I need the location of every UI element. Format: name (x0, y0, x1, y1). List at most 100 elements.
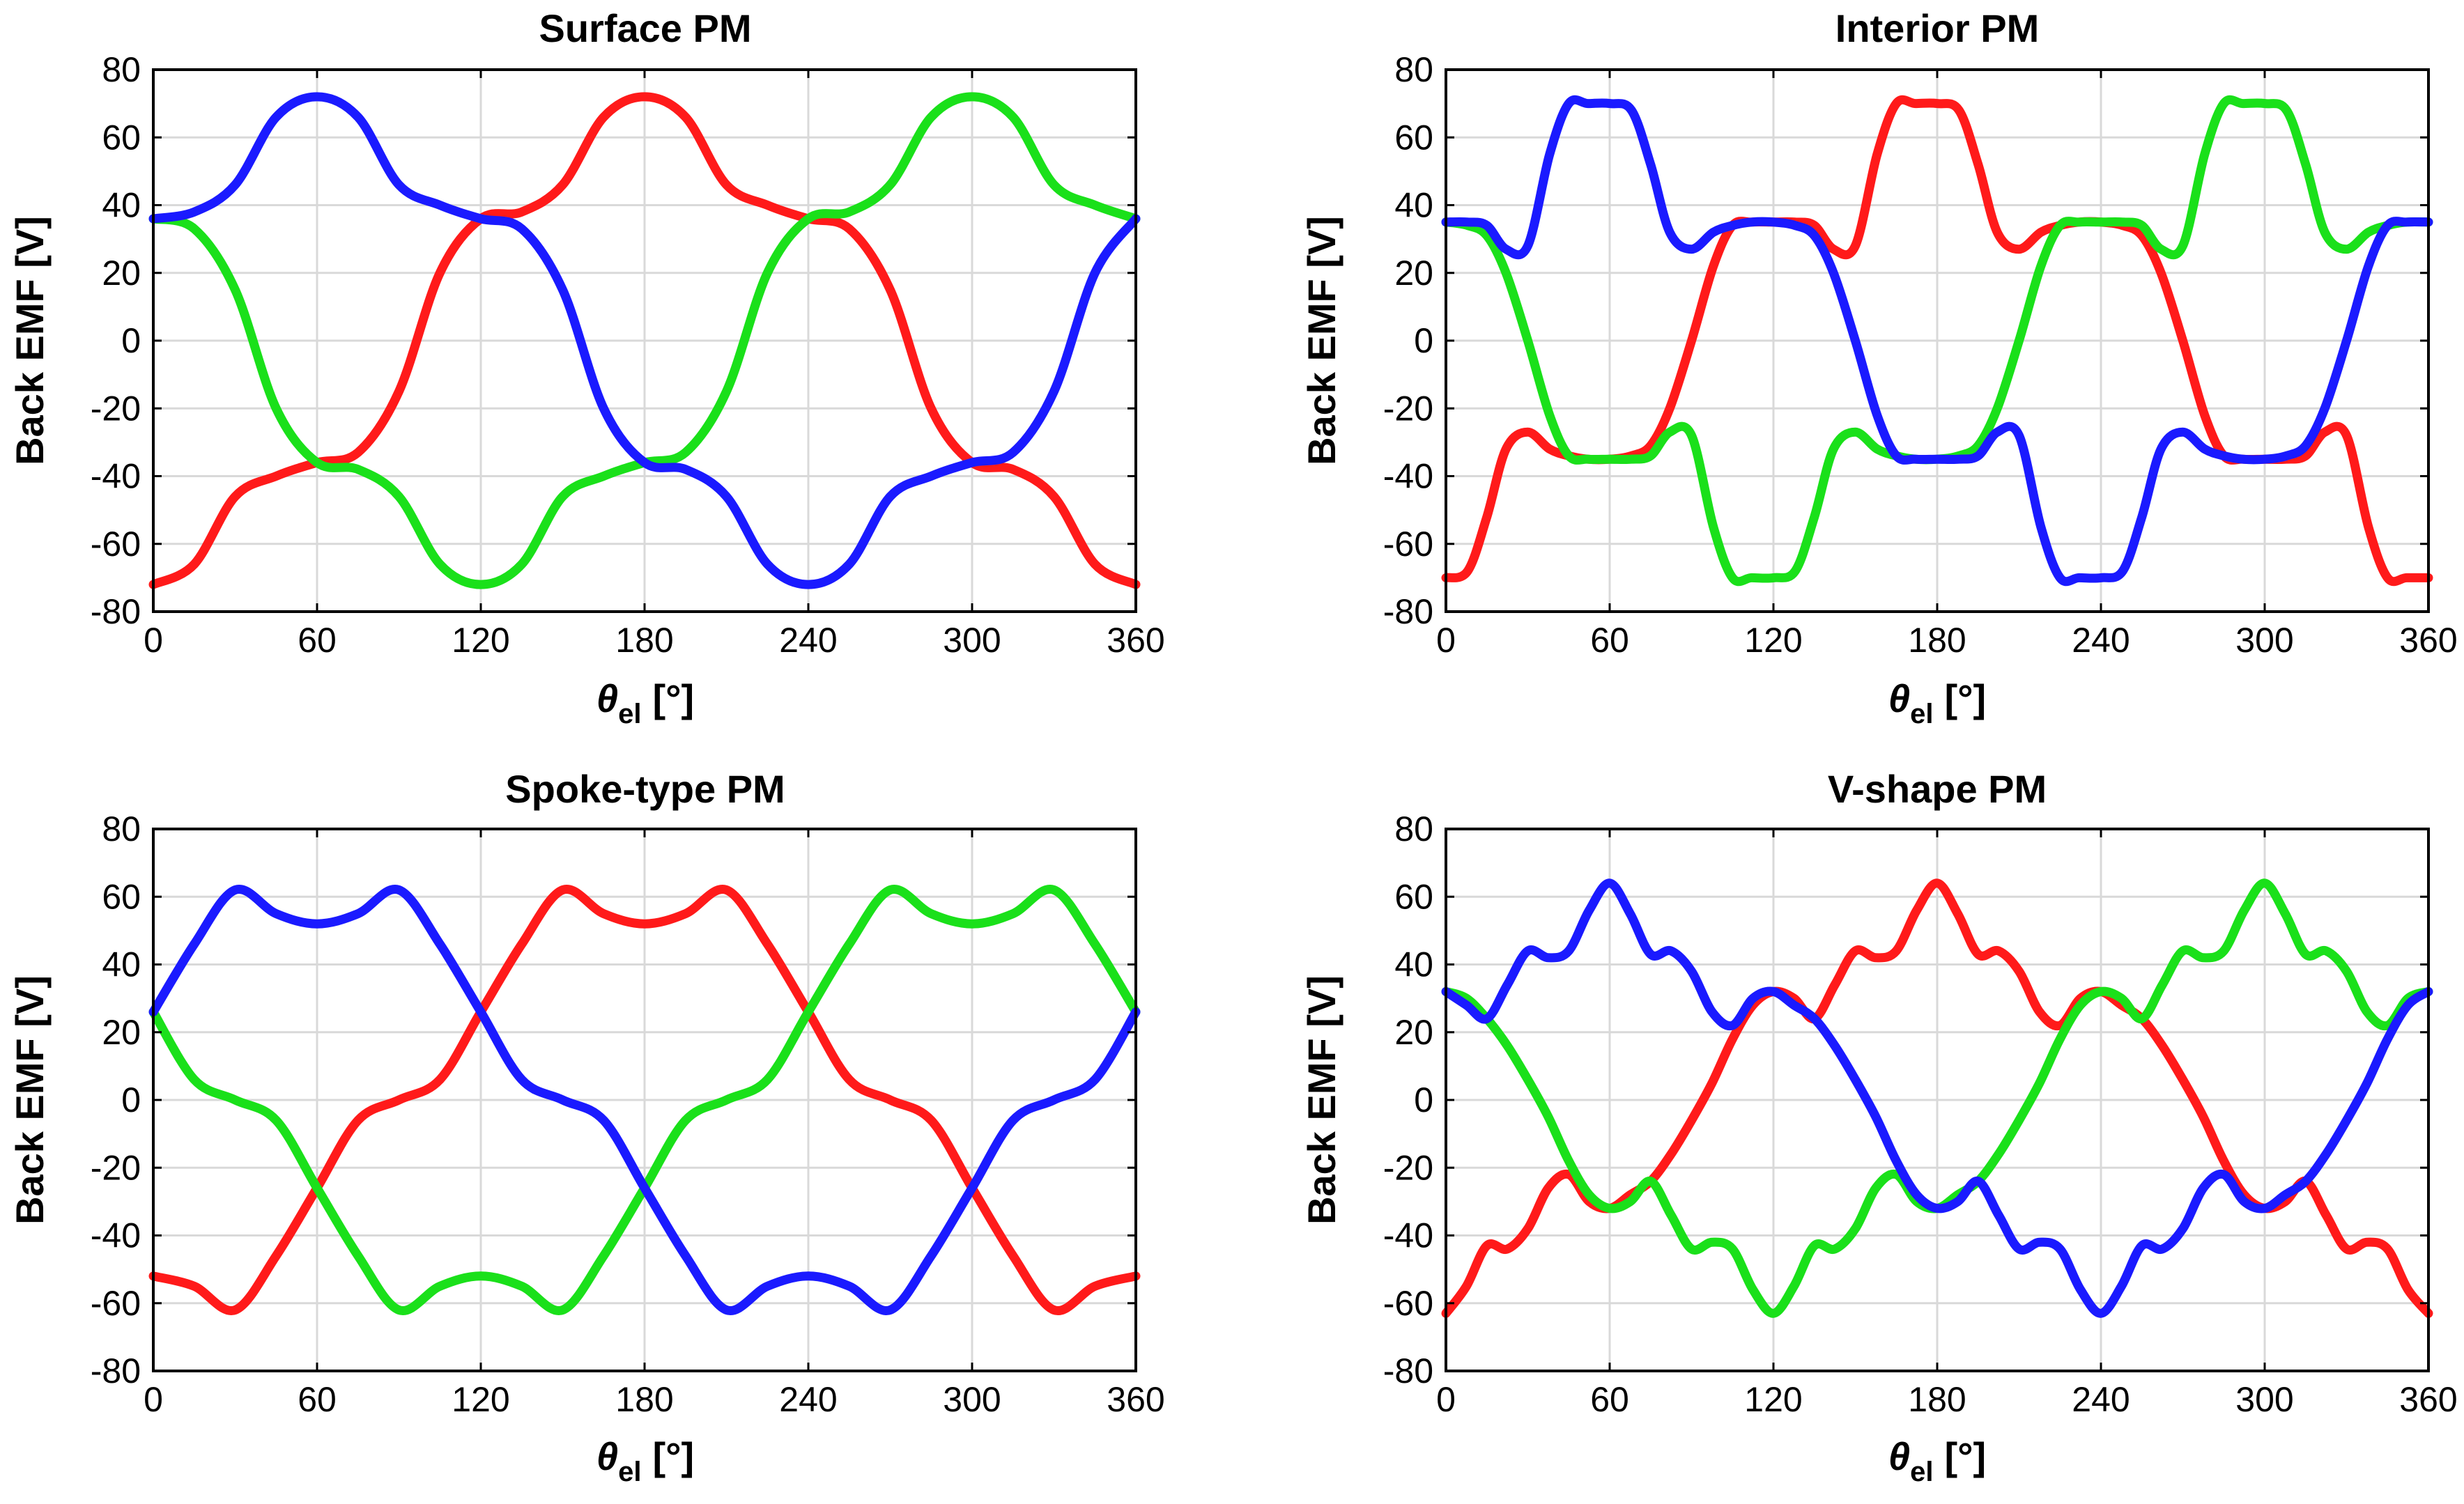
x-tick-label: 300 (2235, 621, 2293, 660)
y-tick-label: -40 (91, 1216, 141, 1255)
x-tick-label: 180 (615, 621, 673, 660)
y-tick-label: 80 (102, 50, 141, 89)
x-tick-label: 60 (1590, 1380, 1629, 1419)
x-tick-label: 120 (1744, 621, 1802, 660)
y-tick-label: 60 (1394, 118, 1433, 157)
y-tick-label: 40 (1394, 186, 1433, 225)
x-axis-subscript: el (1910, 1457, 1933, 1487)
y-tick-label: 0 (1414, 321, 1433, 360)
chart-title: Surface PM (539, 6, 752, 50)
chart-title: Interior PM (1835, 6, 2039, 50)
x-axis-unit: [°] (1944, 1434, 1986, 1478)
x-tick-label: 360 (1107, 1380, 1164, 1419)
y-tick-label: -40 (1383, 457, 1433, 496)
series-group (1441, 95, 2433, 587)
y-tick-label: 80 (102, 809, 141, 848)
x-tick-label: 240 (779, 1380, 837, 1419)
y-tick-label: 60 (102, 877, 141, 916)
series-line-phase-c (148, 885, 1141, 1315)
y-tick-label: -80 (1383, 592, 1433, 631)
x-axis-unit: [°] (652, 1434, 694, 1478)
series-line-phase-c (148, 92, 1141, 589)
x-tick-label: 180 (615, 1380, 673, 1419)
y-tick-label: 20 (1394, 254, 1433, 293)
x-tick-label: 120 (452, 1380, 509, 1419)
ticks: 0 60 120 180 240 300 360 -80 -60 -40 -20 0 20 40 60 80 (1383, 809, 2458, 1419)
y-tick-label: -20 (1383, 389, 1433, 428)
x-tick-label: 240 (779, 621, 837, 660)
y-tick-label: 40 (1394, 945, 1433, 984)
x-tick-label: 360 (1107, 621, 1164, 660)
x-tick-label: 180 (1908, 1380, 1966, 1419)
y-tick-label: 80 (1394, 809, 1433, 848)
series-group (148, 92, 1141, 589)
x-axis-subscript: el (1910, 699, 1933, 729)
x-tick-label: 60 (298, 621, 337, 660)
x-axis-unit: [°] (652, 676, 694, 720)
chart-interior-pm: Interior PM 0 60 120 180 240 300 360 -80 -60 -40 -… (1300, 6, 2458, 729)
y-axis-label: Back EMF [V] (8, 975, 52, 1225)
x-axis-subscript: el (618, 1457, 641, 1487)
ticks: 0 60 120 180 240 300 360 -80 -60 -40 -20 0 20 40 60 80 (91, 50, 1165, 660)
y-tick-label: -60 (91, 1284, 141, 1323)
y-tick-label: -40 (1383, 1216, 1433, 1255)
x-axis-symbol: θ (596, 676, 618, 720)
x-tick-label: 0 (1436, 1380, 1456, 1419)
chart-title: Spoke-type PM (505, 767, 785, 811)
ticks: 0 60 120 180 240 300 360 -80 -60 -40 -20 0 20 40 60 80 (1383, 50, 2458, 660)
y-tick-label: -20 (91, 1148, 141, 1187)
x-tick-label: 60 (298, 1380, 337, 1419)
y-tick-label: -40 (91, 457, 141, 496)
x-axis-label: θel [°] (596, 1434, 694, 1487)
x-tick-label: 0 (144, 1380, 163, 1419)
y-tick-label: 20 (102, 1013, 141, 1052)
y-tick-label: -20 (1383, 1148, 1433, 1187)
series-group (1441, 878, 2433, 1318)
chart-v-shape-pm: V-shape PM 0 60 120 180 240 300 360 -80 -60 -40 -2… (1300, 767, 2458, 1487)
y-tick-label: 40 (102, 186, 141, 225)
x-tick-label: 240 (2072, 1380, 2130, 1419)
x-tick-label: 120 (1744, 1380, 1802, 1419)
y-tick-label: -20 (91, 389, 141, 428)
y-axis-label: Back EMF [V] (1300, 216, 1343, 465)
x-axis-label: θel [°] (1888, 676, 1986, 729)
x-tick-label: 360 (2399, 621, 2457, 660)
y-axis-label: Back EMF [V] (8, 216, 52, 465)
y-tick-label: -80 (91, 1351, 141, 1390)
y-tick-label: 20 (102, 254, 141, 293)
series-line-phase-c (1441, 95, 2433, 587)
x-tick-label: 240 (2072, 621, 2130, 660)
x-axis-subscript: el (618, 699, 641, 729)
x-tick-label: 120 (452, 621, 509, 660)
y-axis-label: Back EMF [V] (1300, 975, 1343, 1225)
y-tick-label: 80 (1394, 50, 1433, 89)
x-tick-label: 300 (2235, 1380, 2293, 1419)
y-tick-label: 0 (121, 1080, 141, 1119)
y-tick-label: -60 (1383, 525, 1433, 564)
x-tick-label: 0 (1436, 621, 1456, 660)
x-axis-label: θel [°] (596, 676, 694, 729)
y-tick-label: -60 (1383, 1284, 1433, 1323)
x-tick-label: 300 (943, 621, 1001, 660)
y-tick-label: 0 (1414, 1080, 1433, 1119)
y-tick-label: 60 (1394, 877, 1433, 916)
y-tick-label: -60 (91, 525, 141, 564)
ticks: 0 60 120 180 240 300 360 -80 -60 -40 -20 0 20 40 60 80 (91, 809, 1165, 1419)
x-tick-label: 0 (144, 621, 163, 660)
y-tick-label: 60 (102, 118, 141, 157)
y-tick-label: 20 (1394, 1013, 1433, 1052)
x-axis-symbol: θ (1888, 676, 1910, 720)
series-group (148, 885, 1141, 1315)
x-axis-unit: [°] (1944, 676, 1986, 720)
series-line-phase-c (1441, 878, 2433, 1318)
x-tick-label: 360 (2399, 1380, 2457, 1419)
x-axis-symbol: θ (596, 1434, 618, 1478)
x-tick-label: 60 (1590, 621, 1629, 660)
chart-surface-pm: Surface PM 0 60 120 180 240 300 360 -80 -60 -40 -2… (8, 6, 1165, 729)
chart-title: V-shape PM (1828, 767, 2047, 811)
y-tick-label: -80 (1383, 1351, 1433, 1390)
x-axis-symbol: θ (1888, 1434, 1910, 1478)
y-tick-label: -80 (91, 592, 141, 631)
